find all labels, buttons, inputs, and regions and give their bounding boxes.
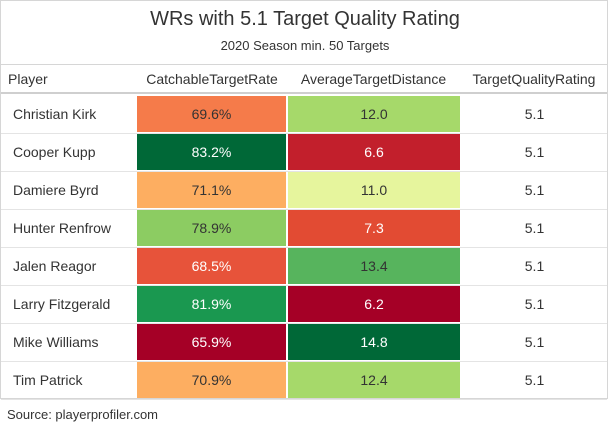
chart-title: WRs with 5.1 Target Quality Rating bbox=[150, 8, 460, 30]
catchable-target-rate-cell: 78.9% bbox=[137, 210, 286, 246]
player-cell: Damiere Byrd bbox=[13, 182, 99, 198]
average-target-distance-cell: 12.4 bbox=[288, 362, 460, 398]
player-cell: Larry Fitzgerald bbox=[13, 296, 111, 312]
average-target-distance-cell: 14.8 bbox=[288, 324, 460, 360]
row-divider bbox=[1, 209, 607, 210]
player-cell: Mike Williams bbox=[13, 334, 99, 350]
table-row: Hunter Renfrow 78.9% 7.3 5.1 bbox=[1, 210, 607, 248]
table-row: Damiere Byrd 71.1% 11.0 5.1 bbox=[1, 172, 607, 210]
source-note: Source: playerprofiler.com bbox=[7, 407, 159, 422]
average-target-distance-cell: 7.3 bbox=[288, 210, 460, 246]
table-header: Player CatchableTargetRate AverageTarget… bbox=[1, 64, 607, 94]
average-target-distance-cell: 6.6 bbox=[288, 134, 460, 170]
target-quality-rating-cell: 5.1 bbox=[524, 220, 545, 236]
catchable-target-rate-cell: 65.9% bbox=[137, 324, 286, 360]
row-divider bbox=[1, 133, 607, 134]
chart-subtitle: 2020 Season min. 50 Targets bbox=[220, 38, 390, 53]
target-quality-rating-cell: 5.1 bbox=[524, 258, 545, 274]
table-body: Christian Kirk 69.6% 12.0 5.1 Cooper Kupp 83.… bbox=[1, 96, 607, 400]
table-row: Jalen Reagor 68.5% 13.4 5.1 bbox=[1, 248, 607, 286]
row-divider bbox=[1, 285, 607, 286]
chart-frame bbox=[0, 0, 608, 399]
player-cell: Cooper Kupp bbox=[13, 144, 96, 160]
catchable-target-rate-cell: 68.5% bbox=[137, 248, 286, 284]
row-divider bbox=[1, 323, 607, 324]
row-divider bbox=[1, 361, 607, 362]
player-cell: Tim Patrick bbox=[13, 372, 83, 388]
column-header-player[interactable]: Player bbox=[8, 71, 48, 87]
table-row: Tim Patrick 70.9% 12.4 5.1 bbox=[1, 362, 607, 400]
player-cell: Christian Kirk bbox=[13, 106, 97, 122]
table-row: Larry Fitzgerald 81.9% 6.2 5.1 bbox=[1, 286, 607, 324]
catchable-target-rate-cell: 81.9% bbox=[137, 286, 286, 322]
row-divider bbox=[1, 171, 607, 172]
target-quality-rating-cell: 5.1 bbox=[524, 144, 545, 160]
catchable-target-rate-cell: 71.1% bbox=[137, 172, 286, 208]
table-row: Cooper Kupp 83.2% 6.6 5.1 bbox=[1, 134, 607, 172]
column-header-catchable-target-rate[interactable]: CatchableTargetRate bbox=[146, 71, 278, 87]
catchable-target-rate-cell: 70.9% bbox=[137, 362, 286, 398]
target-quality-rating-cell: 5.1 bbox=[524, 182, 545, 198]
column-header-target-quality-rating[interactable]: TargetQualityRating bbox=[472, 71, 596, 87]
table-row: Mike Williams 65.9% 14.8 5.1 bbox=[1, 324, 607, 362]
target-quality-rating-cell: 5.1 bbox=[524, 296, 545, 312]
average-target-distance-cell: 6.2 bbox=[288, 286, 460, 322]
catchable-target-rate-cell: 69.6% bbox=[137, 96, 286, 132]
player-cell: Jalen Reagor bbox=[13, 258, 97, 274]
average-target-distance-cell: 13.4 bbox=[288, 248, 460, 284]
column-header-average-target-distance[interactable]: AverageTargetDistance bbox=[300, 71, 447, 87]
target-quality-rating-cell: 5.1 bbox=[524, 334, 545, 350]
table-row: Christian Kirk 69.6% 12.0 5.1 bbox=[1, 96, 607, 134]
target-quality-rating-cell: 5.1 bbox=[524, 372, 545, 388]
catchable-target-rate-cell: 83.2% bbox=[137, 134, 286, 170]
average-target-distance-cell: 11.0 bbox=[288, 172, 460, 208]
row-divider bbox=[1, 399, 607, 400]
player-cell: Hunter Renfrow bbox=[13, 220, 112, 236]
row-divider bbox=[1, 247, 607, 248]
average-target-distance-cell: 12.0 bbox=[288, 96, 460, 132]
target-quality-rating-cell: 5.1 bbox=[524, 106, 545, 122]
